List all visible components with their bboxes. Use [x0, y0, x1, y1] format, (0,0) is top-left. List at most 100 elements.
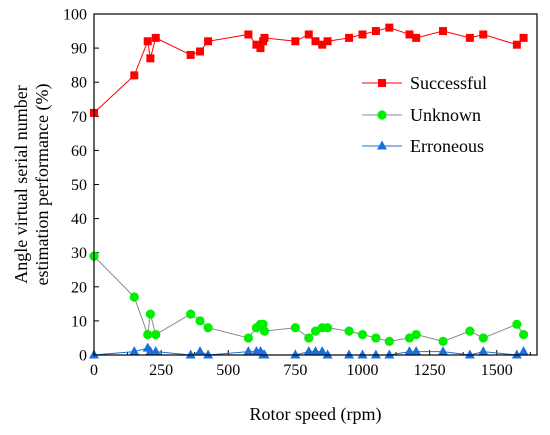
- point-unknown-1: [129, 292, 139, 302]
- legend-item-successful: Successful: [362, 73, 487, 93]
- point-erroneous-17: [322, 349, 333, 359]
- point-erroneous-19: [357, 349, 368, 359]
- point-successful-27: [512, 40, 521, 49]
- point-erroneous-4: [150, 346, 161, 356]
- point-erroneous-18: [344, 349, 355, 359]
- point-erroneous-22: [404, 346, 415, 356]
- legend-label-successful: Successful: [410, 73, 487, 93]
- y-tick-label-9: 90: [71, 41, 87, 58]
- point-successful-21: [385, 23, 394, 32]
- legend-marker-erroneous: [377, 140, 387, 150]
- x-tick-label-3: 750: [283, 362, 307, 379]
- legend-marker-unknown: [377, 110, 387, 120]
- point-successful-28: [519, 33, 528, 42]
- point-erroneous-12: [259, 349, 270, 359]
- legend-marker-shape-unknown: [377, 110, 387, 120]
- series-successful: [90, 23, 528, 117]
- point-unknown-28: [518, 329, 529, 340]
- point-erroneous-15: [310, 346, 321, 356]
- point-successful-17: [323, 37, 332, 46]
- point-unknown-4: [151, 329, 161, 340]
- point-unknown-24: [438, 336, 448, 346]
- y-tick-label-2: 20: [71, 279, 87, 296]
- point-successful-22: [405, 30, 414, 39]
- point-erroneous-7: [203, 349, 214, 359]
- x-tick-label-1: 250: [149, 362, 173, 379]
- point-unknown-20: [371, 333, 381, 343]
- legend-marker-successful: [378, 79, 386, 87]
- plot-frame: [93, 13, 538, 356]
- point-unknown-23: [411, 329, 421, 340]
- point-unknown-13: [290, 323, 300, 333]
- y-tick-label-6: 60: [71, 143, 87, 160]
- point-unknown-25: [465, 326, 475, 336]
- series-line-unknown: [93, 255, 524, 342]
- point-successful-10: [256, 44, 265, 53]
- y-tick-label-8: 80: [71, 75, 87, 92]
- point-unknown-5: [186, 309, 196, 319]
- legend-label-erroneous: Erroneous: [410, 136, 484, 156]
- y-tick-label-1: 10: [71, 313, 87, 330]
- point-unknown-3: [145, 309, 155, 319]
- point-unknown-27: [512, 319, 522, 329]
- point-unknown-19: [357, 329, 368, 340]
- point-unknown-6: [195, 316, 205, 326]
- y-axis-title-line-1: Angle virtual serial number: [11, 85, 31, 283]
- x-tick-label-2: 500: [216, 362, 240, 379]
- y-tick-label-7: 70: [71, 109, 87, 126]
- point-unknown-8: [243, 333, 253, 343]
- point-erroneous-8: [243, 346, 254, 356]
- point-successful-24: [439, 27, 448, 36]
- point-erroneous-16: [317, 346, 328, 356]
- point-erroneous-1: [129, 346, 140, 356]
- point-successful-26: [479, 30, 488, 39]
- point-unknown-12: [259, 326, 270, 336]
- legend-marker-shape-erroneous: [377, 140, 387, 150]
- point-successful-20: [371, 27, 380, 36]
- point-successful-3: [146, 54, 155, 63]
- point-successful-15: [311, 37, 320, 46]
- point-erroneous-25: [464, 349, 475, 359]
- point-erroneous-28: [518, 346, 529, 356]
- point-erroneous-14: [303, 346, 314, 356]
- point-successful-12: [260, 33, 269, 42]
- point-unknown-17: [322, 323, 333, 333]
- point-unknown-26: [478, 333, 488, 343]
- series-layer: [89, 23, 529, 359]
- point-erroneous-13: [290, 349, 301, 359]
- x-tick-label-5: 1250: [414, 362, 446, 379]
- point-successful-7: [204, 37, 213, 46]
- point-successful-16: [318, 40, 327, 49]
- point-successful-9: [252, 40, 261, 49]
- point-successful-1: [130, 71, 139, 80]
- point-successful-25: [465, 33, 474, 42]
- point-successful-4: [151, 33, 160, 42]
- point-unknown-14: [304, 333, 314, 343]
- point-successful-13: [291, 37, 300, 46]
- y-tick-label-3: 30: [71, 245, 87, 262]
- legend-label-unknown: Unknown: [410, 105, 481, 125]
- point-erroneous-24: [438, 346, 449, 356]
- point-unknown-7: [203, 323, 213, 333]
- point-successful-2: [143, 37, 152, 46]
- point-successful-23: [412, 33, 421, 42]
- point-erroneous-5: [185, 349, 196, 359]
- point-erroneous-23: [411, 346, 422, 356]
- y-tick-label-10: 100: [63, 7, 87, 24]
- point-successful-19: [358, 30, 367, 39]
- y-tick-label-4: 40: [71, 211, 87, 228]
- point-erroneous-26: [478, 346, 489, 356]
- y-axis-title-line-2: estimation performance (%): [32, 84, 53, 286]
- point-successful-6: [196, 47, 205, 56]
- series-erroneous: [89, 342, 529, 359]
- point-erroneous-21: [384, 349, 395, 359]
- legend-marker-shape-successful: [378, 79, 386, 87]
- x-tick-label-6: 1500: [481, 362, 513, 379]
- legend-item-erroneous: Erroneous: [362, 136, 484, 156]
- point-successful-18: [345, 33, 354, 42]
- point-successful-8: [244, 30, 253, 39]
- y-tick-label-5: 50: [71, 177, 87, 194]
- y-tick-label-0: 0: [79, 348, 87, 365]
